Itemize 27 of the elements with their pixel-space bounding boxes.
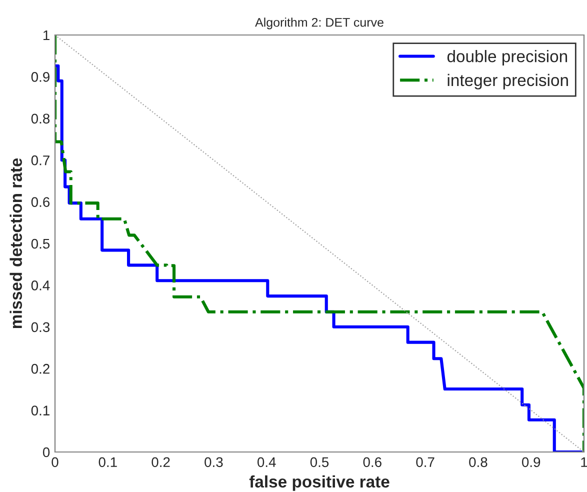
- x-tick-label: 0.2: [152, 457, 170, 468]
- x-tick-label: 0.1: [98, 457, 117, 468]
- x-tick-label: 0.9: [522, 457, 540, 468]
- x-tick-label: 0.3: [204, 457, 223, 468]
- y-tick-label: 0.8: [31, 114, 50, 124]
- y-tick-label: 0.7: [31, 155, 50, 166]
- legend-label: double precision: [447, 50, 568, 66]
- y-tick-label: 0: [42, 447, 50, 458]
- x-axis-title: false positive rate: [249, 475, 390, 491]
- y-tick-label: 0.9: [31, 72, 50, 82]
- y-tick-label: 0.2: [31, 364, 50, 374]
- x-tick-label: 0.6: [363, 457, 382, 468]
- x-tick-label: 0.7: [416, 457, 434, 468]
- x-tick-label: 1: [581, 457, 587, 467]
- y-tick-label: 1: [43, 30, 50, 40]
- y-tick-label: 0.6: [31, 197, 50, 207]
- x-tick-label: 0.8: [469, 457, 488, 468]
- y-tick-label: 0.5: [31, 238, 50, 249]
- chart-title: Algorithm 2: DET curve: [255, 18, 384, 30]
- y-axis-title: missed detection rate: [10, 158, 22, 328]
- x-tick-label: 0: [52, 457, 58, 468]
- y-tick-label: 0.4: [31, 280, 50, 290]
- y-tick-label: 0.3: [31, 322, 50, 332]
- x-tick-label: 0.4: [257, 457, 276, 468]
- y-tick-label: 0.1: [31, 406, 50, 416]
- legend-label: integer precision: [448, 74, 568, 90]
- x-tick-label: 0.5: [310, 457, 329, 468]
